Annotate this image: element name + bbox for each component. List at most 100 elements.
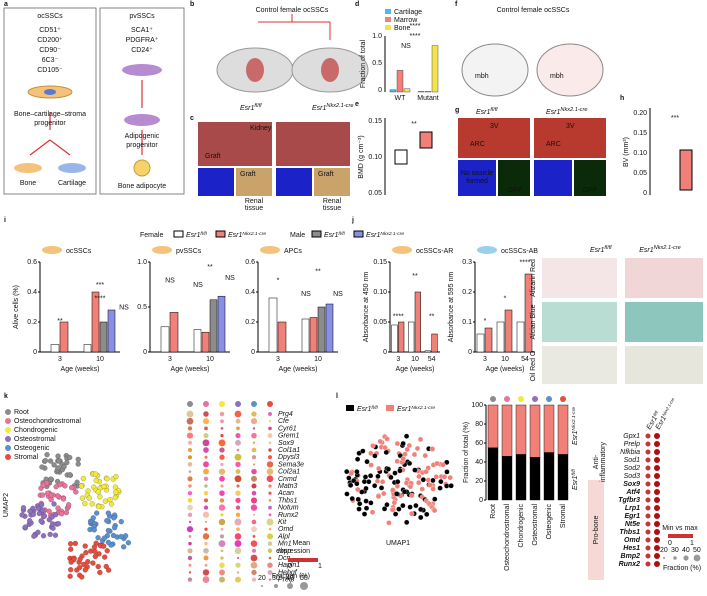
umap-point: [406, 442, 412, 449]
y-tick-label: 0.6: [27, 259, 37, 266]
gene-label: Sema3e: [278, 461, 304, 468]
significance: NS: [165, 278, 175, 285]
legend-dot: [5, 418, 11, 424]
umap-point: [413, 502, 419, 509]
panel-label: b: [190, 1, 194, 8]
dot: [220, 419, 224, 424]
label: 0.05: [368, 190, 382, 197]
umap-point: [346, 475, 352, 481]
significance: NS: [193, 282, 203, 289]
kidney: [246, 58, 264, 82]
umap-point: [425, 477, 431, 483]
umap-point: [82, 543, 88, 549]
significance: ****: [95, 296, 106, 303]
dot: [268, 420, 272, 423]
y-tick-label: 0: [468, 349, 472, 356]
umap-point: [118, 519, 124, 525]
dot: [654, 489, 660, 495]
dot: [220, 513, 224, 517]
genotype-sup: fl/fl: [338, 231, 345, 237]
umap-point: [81, 561, 87, 568]
umap-point: [78, 483, 85, 489]
label: ARC: [470, 141, 485, 148]
dot: [235, 490, 241, 496]
label: Mean: [292, 540, 310, 547]
umap-point: [440, 462, 446, 468]
umap-point: [388, 474, 394, 481]
dot: [250, 561, 258, 569]
umap-point: [368, 500, 374, 506]
label: formed: [466, 178, 488, 185]
dot: [234, 547, 242, 555]
umap-point: [348, 470, 354, 476]
umap-point: [69, 485, 75, 491]
dot: [187, 577, 193, 582]
umap-point: [56, 458, 62, 464]
genotype: Esr1Nkx2.1-cre: [546, 107, 587, 116]
label: 0.15: [368, 118, 382, 125]
y-tick-label: 0: [33, 349, 37, 356]
legend-dot: [5, 427, 11, 433]
dot: [187, 462, 193, 467]
bar: [414, 291, 421, 353]
umap-point: [41, 513, 48, 519]
umap-point: [40, 533, 47, 539]
umap-point: [85, 559, 91, 565]
umap-point: [101, 543, 107, 549]
y-tick-label: 0: [479, 497, 483, 504]
genotype-sup: Nkx2.1-cre: [661, 396, 676, 417]
stain-label: Alcian Blue: [530, 304, 537, 339]
genotype-sup: Nkx2.1-cre: [326, 103, 353, 109]
umap-point: [391, 500, 398, 506]
label: 3V: [566, 123, 575, 130]
bar: [389, 89, 397, 93]
bar: [193, 329, 202, 353]
cell-icon: [392, 246, 412, 254]
label: mbh: [550, 73, 564, 80]
gene-label: Lrp1: [625, 505, 640, 512]
dot: [219, 534, 225, 539]
gene-label: Prelp: [278, 577, 294, 584]
genotype: Esr1fl/fl: [476, 107, 498, 116]
dot: [654, 505, 660, 511]
dot: [267, 562, 273, 568]
label: 0: [668, 540, 672, 547]
cluster-dot: [518, 396, 524, 402]
label: GFP: [583, 187, 598, 194]
dot: [268, 484, 272, 488]
umap-point: [94, 510, 100, 516]
significance: NS: [119, 305, 129, 312]
size-key: [693, 554, 701, 562]
gene-label: Ibsp: [278, 548, 291, 555]
y-tick-label: 0.1: [462, 319, 472, 326]
dot: [203, 468, 209, 475]
umap-point: [418, 506, 424, 513]
significance: NS: [333, 291, 343, 298]
legend-swatch: [385, 17, 391, 22]
umap-point: [112, 484, 119, 490]
umap-point: [409, 492, 415, 499]
cluster-dot: [187, 401, 193, 407]
size-key: [683, 555, 689, 561]
dot: [251, 468, 257, 475]
dot: [203, 498, 209, 503]
dot: [188, 470, 192, 473]
umap-point: [112, 494, 118, 501]
bar: [557, 404, 569, 455]
label: 1.0: [372, 33, 382, 40]
dot: [204, 541, 208, 546]
legend-swatch: [215, 230, 226, 238]
micro-ct: [534, 160, 572, 196]
significance: ****: [393, 314, 404, 321]
gene-name: Esr1: [572, 476, 579, 491]
dot: [252, 427, 256, 430]
cluster-dot: [219, 401, 225, 407]
dot: [236, 556, 240, 560]
x-tick-label: 10: [411, 356, 419, 363]
bar: [524, 273, 533, 353]
stain-image: [625, 346, 703, 384]
dot: [203, 491, 209, 496]
dot: [235, 469, 241, 475]
umap-point: [394, 491, 400, 497]
dot: [235, 562, 241, 568]
